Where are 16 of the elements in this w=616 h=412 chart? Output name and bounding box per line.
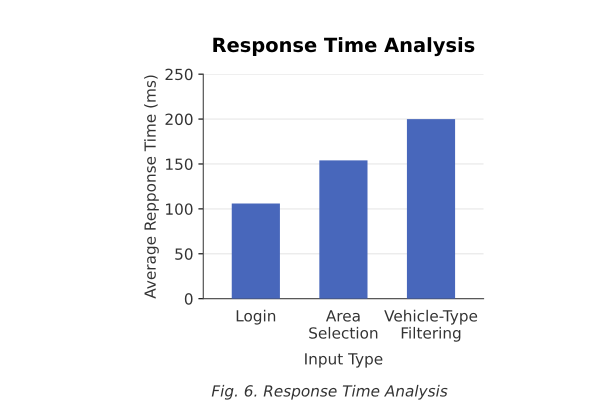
- y-tick-label: 250: [166, 68, 193, 80]
- x-axis-title: Input Type: [305, 353, 382, 368]
- x-tick-label: Vehicle-Type Filtering: [384, 310, 478, 342]
- y-tick-label: 100: [166, 203, 193, 215]
- y-axis-title: Average Repponse Time (ms): [144, 75, 159, 299]
- bar: [406, 119, 456, 299]
- caption: Fig. 6. Response Time Analysis: [212, 384, 448, 400]
- x-tick-label: Area Selection: [309, 310, 378, 339]
- bar: [232, 203, 280, 299]
- y-tick-label: 50: [175, 248, 193, 260]
- x-tick-label: Login: [236, 310, 276, 325]
- bar: [319, 160, 368, 299]
- chart-title: Response Time Analysis: [213, 37, 474, 56]
- y-tick-label: 0: [184, 293, 193, 305]
- y-tick-label: 200: [166, 114, 193, 126]
- y-tick-label: 150: [166, 158, 193, 170]
